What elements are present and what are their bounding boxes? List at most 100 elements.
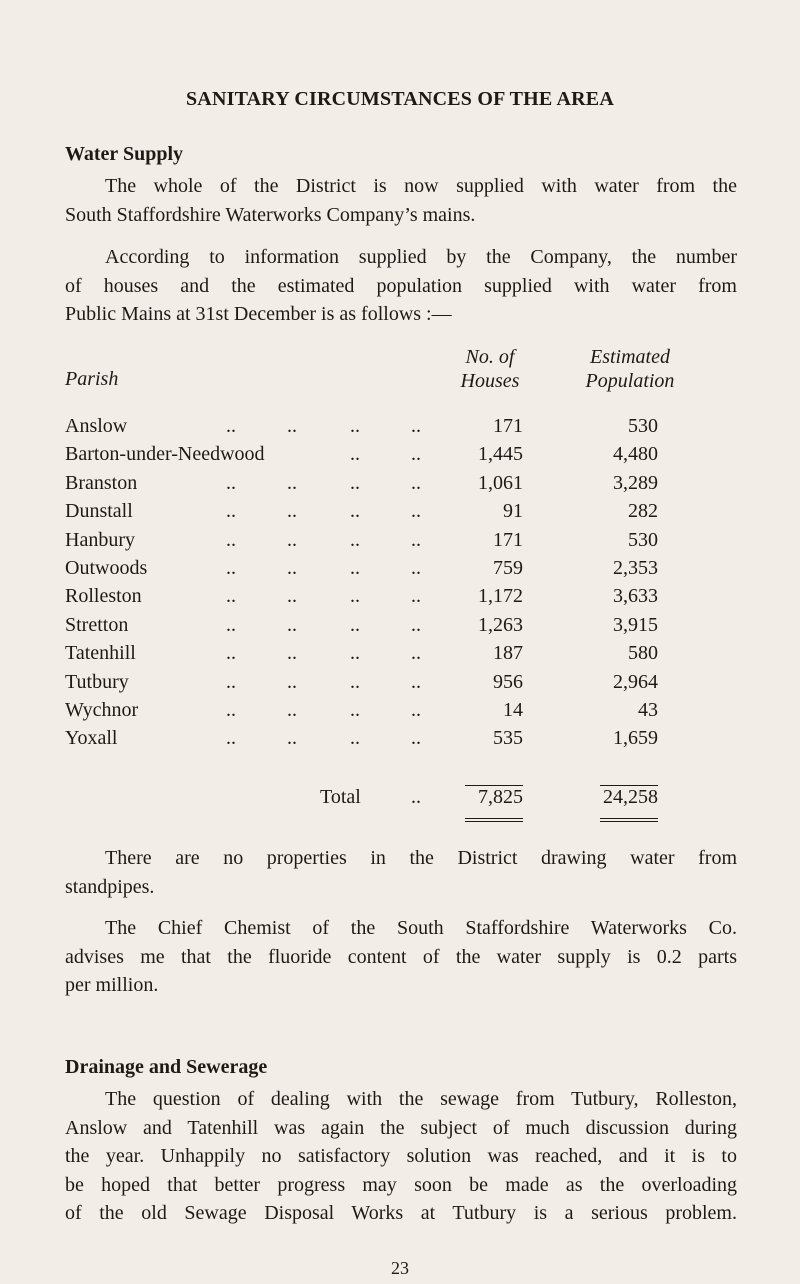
parish-name: Stretton (65, 613, 129, 636)
houses-count: 171 (493, 528, 523, 551)
parish-name: Tatenhill (65, 642, 136, 665)
header-parish: Parish (65, 368, 119, 390)
text-line: of houses and the estimated population s… (65, 274, 737, 297)
estimated-population: 3,633 (613, 585, 658, 608)
leader-dots: .. (411, 613, 421, 636)
text-line: There are no properties in the District … (105, 847, 737, 869)
header-houses-line: No. of (465, 346, 515, 368)
parish-name: Yoxall (65, 727, 118, 750)
houses-count: 1,263 (478, 613, 523, 636)
subtotal-rule-houses (465, 785, 523, 786)
houses-count: 14 (503, 699, 523, 721)
parish-name: Tutbury (65, 670, 129, 693)
leader-dots: .. (350, 500, 360, 523)
estimated-population: 4,480 (613, 443, 658, 466)
total-double-rule (600, 821, 658, 822)
drainage-paragraph-1: The question of dealing with the sewage … (65, 1085, 737, 1228)
text-line: advises me that the fluoride content of … (65, 945, 737, 968)
parish-name: Barton-under-Needwood (65, 443, 265, 466)
leader-dots: .. (226, 500, 236, 523)
total-row: Total .. 7,825 24,258 (65, 786, 665, 814)
houses-count: 1,445 (478, 443, 523, 466)
houses-count: 1,172 (478, 585, 523, 608)
leader-dots: .. (411, 642, 421, 665)
parish-name: Anslow (65, 415, 128, 437)
leader-dots: .. (350, 585, 360, 608)
water-supply-paragraph-1: The whole of the District is now supplie… (65, 172, 737, 229)
estimated-population: 282 (628, 500, 658, 523)
water-supply-paragraph-3: There are no properties in the District … (65, 844, 737, 901)
leader-dots: .. (287, 557, 297, 579)
text-line: the year. Unhappily no satisfactory solu… (65, 1145, 737, 1167)
leader-dots: .. (287, 528, 297, 551)
leader-dots: .. (350, 670, 360, 693)
estimated-population: 43 (638, 699, 658, 721)
leader-dots: .. (226, 642, 236, 665)
leader-dots: .. (350, 415, 360, 437)
leader-dots: .. (411, 500, 421, 523)
text-line: of the old Sewage Disposal Works at Tutb… (65, 1202, 737, 1224)
table-row: Hanbury........ 171 530 (65, 529, 665, 557)
section-heading-drainage: Drainage and Sewerage (65, 1056, 268, 1078)
table-row: Barton-under-Needwood.... 1,445 4,480 (65, 443, 665, 471)
leader-dots: .. (350, 443, 360, 466)
text-line: The whole of the District is now supplie… (105, 175, 737, 197)
estimated-population: 530 (628, 415, 658, 437)
leader-dots: .. (226, 670, 236, 693)
leader-dots: .. (226, 415, 236, 437)
header-population-line: Estimated (590, 346, 670, 368)
total-double-rule (600, 818, 658, 819)
leader-dots: .. (411, 699, 421, 721)
leader-dots: .. (226, 613, 236, 636)
estimated-population: 3,289 (613, 471, 658, 494)
leader-dots: .. (287, 727, 297, 750)
leader-dots: .. (287, 670, 297, 693)
parish-name: Outwoods (65, 557, 148, 579)
leader-dots: .. (287, 585, 297, 608)
parish-name: Rolleston (65, 585, 142, 608)
leader-dots: .. (411, 727, 421, 750)
houses-count: 1,061 (478, 471, 523, 494)
leader-dots: .. (226, 585, 236, 608)
leader-dots: .. (287, 642, 297, 665)
houses-count: 187 (493, 642, 523, 665)
header-population: Estimated Population (560, 345, 700, 393)
leader-dots: .. (226, 528, 236, 551)
table-row: Tutbury........ 956 2,964 (65, 671, 665, 699)
table-row: Branston........ 1,061 3,289 (65, 472, 665, 500)
text-line: The Chief Chemist of the South Staffords… (105, 917, 737, 939)
total-label: Total (320, 786, 361, 808)
leader-dots: .. (287, 613, 297, 636)
section-heading-water-supply: Water Supply (65, 143, 183, 165)
leader-dots: .. (350, 471, 360, 494)
leader-dots: .. (411, 528, 421, 551)
text-line: per million. (65, 974, 159, 996)
parish-name: Hanbury (65, 528, 135, 551)
text-line: South Staffordshire Waterworks Company’s… (65, 203, 476, 226)
estimated-population: 530 (628, 528, 658, 551)
leader-dots: .. (350, 557, 360, 579)
parish-name: Dunstall (65, 500, 133, 523)
subtotal-rule-population (600, 785, 658, 786)
leader-dots: .. (226, 471, 236, 494)
estimated-population: 2,353 (613, 557, 658, 579)
table-row: Wychnor........ 14 43 (65, 699, 665, 727)
leader-dots: .. (287, 699, 297, 721)
leader-dots: .. (411, 471, 421, 494)
leader-dots: .. (287, 415, 297, 437)
leader-dots: .. (226, 699, 236, 721)
leader-dots: .. (350, 699, 360, 721)
leader-dots: .. (226, 557, 236, 579)
houses-count: 535 (493, 727, 523, 750)
text-line: The question of dealing with the sewage … (105, 1088, 737, 1110)
text-line: Anslow and Tatenhill was again the subje… (65, 1116, 737, 1139)
leader-dots: .. (287, 471, 297, 494)
leader-dots: .. (287, 500, 297, 523)
leader-dots: .. (350, 613, 360, 636)
leader-dots: .. (411, 585, 421, 608)
estimated-population: 3,915 (613, 613, 658, 636)
text-line: Public Mains at 31st December is as foll… (65, 303, 452, 325)
table-row: Stretton........ 1,263 3,915 (65, 614, 665, 642)
table-row: Tatenhill........ 187 580 (65, 642, 665, 670)
houses-count: 956 (493, 670, 523, 693)
